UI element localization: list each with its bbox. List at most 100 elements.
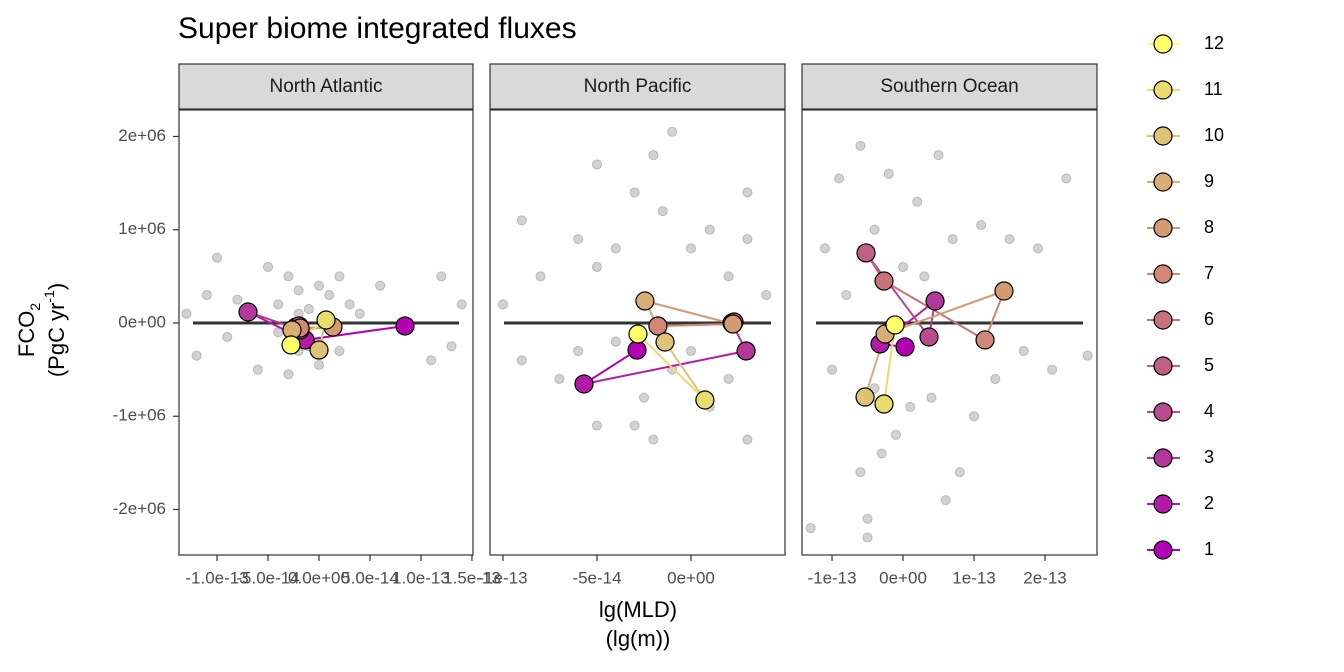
background-point — [685, 243, 697, 254]
background-point — [968, 411, 980, 422]
background-point — [283, 369, 294, 380]
background-point — [516, 355, 527, 366]
legend-key — [1153, 80, 1173, 100]
background-point — [876, 448, 887, 459]
background-point — [704, 224, 715, 235]
legend-key — [1153, 356, 1173, 376]
background-point — [897, 261, 909, 273]
background-point — [926, 392, 937, 403]
background-point — [742, 434, 753, 445]
month-segment — [583, 349, 747, 385]
background-point — [940, 495, 951, 506]
background-point — [313, 280, 325, 291]
background-point — [497, 299, 509, 310]
background-point — [629, 187, 640, 198]
x-tick-label: 0e+00 — [879, 568, 927, 587]
background-point — [211, 252, 223, 263]
background-point — [742, 187, 753, 198]
background-point — [293, 285, 304, 296]
background-point — [446, 341, 457, 352]
legend-label: 5 — [1204, 355, 1214, 375]
background-point — [990, 373, 1001, 385]
legend-key — [1153, 494, 1173, 514]
background-point — [826, 364, 838, 375]
background-point — [933, 150, 944, 161]
background-point — [1004, 233, 1015, 245]
background-point — [591, 159, 603, 170]
x-tick-label: 0.0e+00 — [288, 568, 350, 587]
panel-border — [489, 109, 786, 556]
legend-label: 2 — [1204, 493, 1214, 513]
background-point — [629, 420, 640, 431]
legend-label: 6 — [1204, 309, 1214, 329]
background-point — [303, 303, 314, 315]
y-axis-title-part: ) — [44, 283, 69, 290]
month-point — [627, 340, 647, 360]
month-segment — [657, 323, 733, 327]
month-point — [975, 330, 995, 350]
background-point — [869, 224, 880, 235]
x-tick-label: -5e-14 — [572, 568, 621, 587]
background-point — [761, 289, 772, 301]
background-point — [862, 532, 873, 543]
background-point — [283, 271, 294, 282]
background-point — [869, 383, 880, 394]
background-point — [667, 126, 678, 137]
legend-label: 12 — [1204, 33, 1224, 53]
x-tick-label: -1.0e-13 — [185, 568, 248, 587]
background-point — [638, 392, 650, 403]
strip-label: Southern Ocean — [880, 76, 1018, 97]
month-point — [736, 341, 756, 361]
x-tick-label: 1.0e-13 — [392, 568, 450, 587]
legend-key — [1153, 126, 1173, 146]
background-point — [1032, 243, 1044, 254]
legend-key — [1153, 218, 1173, 238]
y-tick-label: 0e+00 — [118, 312, 166, 331]
month-point — [919, 327, 939, 347]
background-point — [591, 261, 603, 273]
background-point — [883, 168, 894, 179]
month-point — [723, 314, 743, 334]
background-point — [905, 401, 916, 413]
legend-label: 9 — [1204, 171, 1214, 191]
strip-label: North Pacific — [584, 76, 692, 97]
chart-title: Super biome integrated fluxes — [178, 12, 577, 45]
month-point — [628, 324, 648, 344]
background-point — [354, 308, 365, 319]
legend-label: 7 — [1204, 263, 1214, 283]
background-point — [841, 289, 852, 301]
legend-key — [1153, 310, 1173, 330]
background-point — [573, 233, 584, 245]
background-point — [181, 308, 192, 319]
month-point — [309, 340, 329, 360]
background-point — [912, 196, 923, 207]
month-point — [895, 337, 915, 357]
month-segment — [865, 252, 930, 338]
background-point — [834, 173, 845, 184]
background-point — [232, 294, 243, 305]
background-point — [1061, 173, 1072, 184]
legend-key — [1153, 402, 1173, 422]
background-point — [456, 299, 467, 310]
y-axis-title: FCO2 (PgC yr-1) — [14, 283, 69, 377]
background-point — [723, 271, 734, 282]
x-tick-label: -1e-13 — [807, 568, 856, 587]
panel-background — [802, 110, 1097, 555]
month-segment — [664, 341, 706, 401]
month-point — [281, 335, 301, 355]
month-point — [635, 291, 655, 311]
background-point — [535, 271, 546, 282]
strip-background — [489, 63, 786, 110]
background-point — [334, 345, 345, 357]
month-point — [885, 315, 905, 335]
background-point — [201, 289, 212, 301]
background-point — [610, 243, 621, 254]
month-point — [316, 310, 336, 330]
background-point — [324, 289, 335, 301]
strip-label: North Atlantic — [270, 76, 383, 97]
y-axis-title-line: FCO2 — [14, 303, 43, 357]
x-tick-label: 1.5e-13 — [443, 568, 501, 587]
legend-label: 4 — [1204, 401, 1214, 421]
x-tick-label: 2e-13 — [1023, 568, 1066, 587]
legend-label: 1 — [1204, 539, 1214, 559]
